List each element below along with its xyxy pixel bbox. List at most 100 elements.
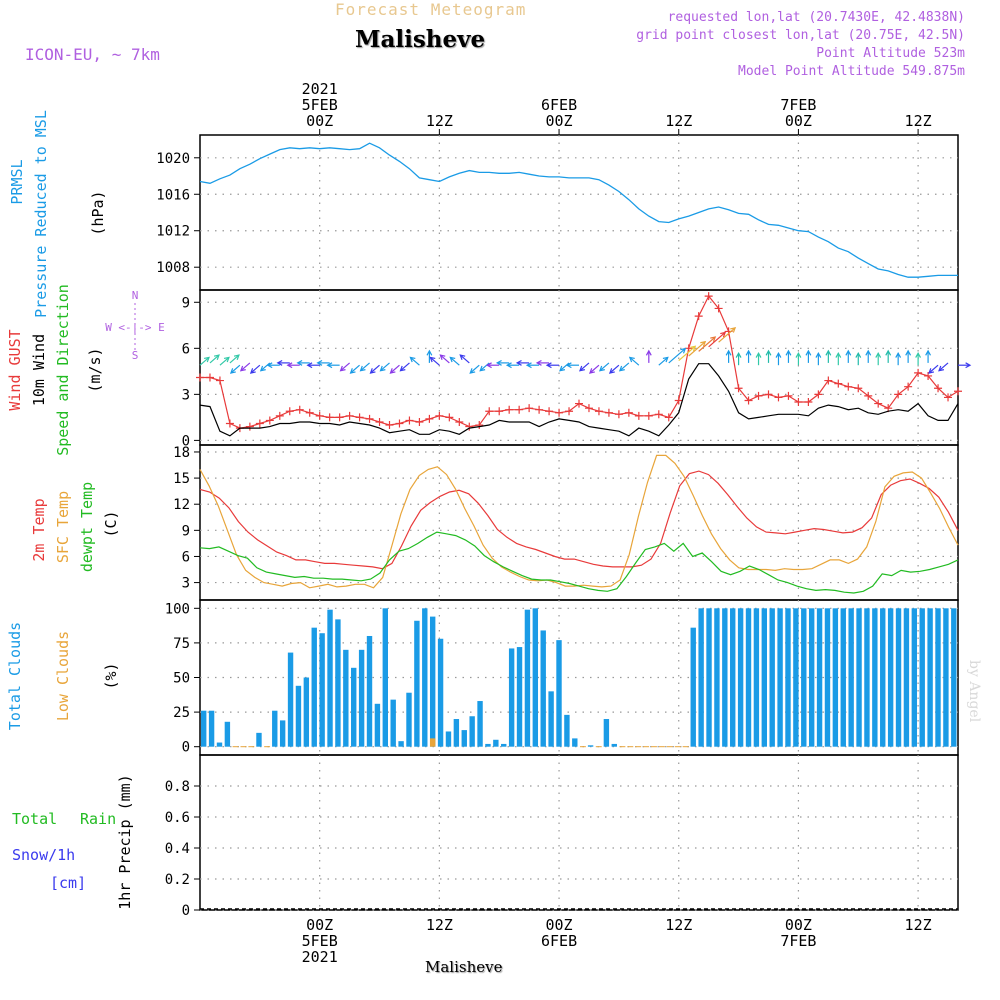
cloud-bar <box>256 732 262 747</box>
wind-vector-head <box>795 351 802 358</box>
cloud-bar <box>508 648 515 747</box>
top-time-label: 00Z <box>546 112 573 130</box>
wind-vector <box>698 336 716 352</box>
wind-vector-head <box>680 347 687 354</box>
precip-ytick-label: 0.6 <box>165 810 190 826</box>
wind-vector-head <box>730 327 737 333</box>
cloud-bar <box>737 608 744 747</box>
gust-marker <box>225 419 234 428</box>
clouds-unit-label: (%) <box>102 662 120 689</box>
wind-vector-head <box>645 349 652 356</box>
gust-marker <box>305 408 314 417</box>
low-cloud-bar <box>429 738 436 747</box>
cloud-bar <box>793 608 799 747</box>
cloud-bar <box>287 652 294 747</box>
cloud-bar <box>343 649 349 747</box>
wind-vector <box>439 354 450 364</box>
cloud-bar <box>872 608 878 747</box>
gust-marker <box>395 419 404 428</box>
wind-ytick-label: 6 <box>182 341 190 357</box>
gust-marker <box>914 368 923 377</box>
bottom-time-label: 2021 <box>302 948 338 966</box>
location-title: Malisheve <box>355 26 486 53</box>
wind-vector-head <box>495 359 502 366</box>
clouds-ytick-label: 0 <box>182 740 190 756</box>
wind-vector-head <box>835 351 842 358</box>
cloud-bar <box>761 608 767 747</box>
wind-vector <box>658 356 669 366</box>
pressure-unit-label: (hPa) <box>89 190 107 235</box>
wind-vector <box>410 356 420 366</box>
wind-unit-label: (m/s) <box>86 347 104 392</box>
gust-marker <box>804 398 813 407</box>
wind-label-gust: Wind GUST <box>6 329 24 410</box>
cloud-bar <box>556 640 562 747</box>
cloud-bar <box>524 609 531 747</box>
model-label: ICON-EU, ~ 7km <box>25 45 160 64</box>
wind-vector-head <box>479 365 486 372</box>
cloud-bar <box>272 710 278 747</box>
bottom-time-label: 5FEB <box>302 932 338 950</box>
wind-vector-head <box>938 365 945 372</box>
wind-vector <box>589 364 600 374</box>
compass-we: W <-|-> E <box>105 321 165 334</box>
wind-vector <box>350 364 360 374</box>
compass-s: S <box>132 349 139 362</box>
wind-vector <box>629 356 640 366</box>
precip-ytick-label: 0.8 <box>165 779 190 795</box>
wind-vector <box>599 362 610 372</box>
gust-marker <box>545 407 554 416</box>
gust-marker <box>624 408 633 417</box>
temperature-ytick-label: 9 <box>182 523 190 539</box>
cloud-bar <box>722 608 728 747</box>
cloud-bar <box>351 667 357 747</box>
gust-marker <box>594 407 603 416</box>
gust-marker <box>794 398 803 407</box>
top-time-label: 12Z <box>426 112 453 130</box>
wind-vector-head <box>662 356 669 363</box>
product-title: Forecast Meteogram <box>335 0 527 19</box>
temperature-ytick-label: 15 <box>173 471 190 487</box>
compass-n: N <box>132 289 139 302</box>
wind-vector <box>469 364 480 374</box>
cloud-bar <box>532 608 539 747</box>
wind-vector-head <box>369 368 376 374</box>
top-time-label: 6FEB <box>541 96 577 114</box>
gust-marker <box>525 404 534 413</box>
wind-vector-head <box>720 331 727 338</box>
bottom-time-label: 12Z <box>905 916 932 934</box>
top-time-label: 00Z <box>785 112 812 130</box>
cloud-bar <box>895 608 902 747</box>
cloud-bar <box>927 608 933 747</box>
wind-ytick-label: 3 <box>182 387 190 403</box>
wind-vector-head <box>815 351 822 358</box>
gust-marker <box>604 408 613 417</box>
wind-vector-head <box>449 356 456 363</box>
cloud-bar <box>445 731 452 747</box>
cloud-bar <box>832 608 839 747</box>
wind-vector-head <box>700 340 707 347</box>
wind-vector-head <box>915 351 922 358</box>
wind-vector <box>360 362 370 372</box>
wind-vector <box>668 348 686 364</box>
gust-marker <box>245 422 254 431</box>
precip-label-rain: Rain <box>80 810 116 828</box>
gust-marker <box>455 417 464 426</box>
cloud-bar <box>327 609 333 747</box>
gust-marker <box>954 387 962 396</box>
cloud-bar <box>406 692 412 747</box>
gust-marker <box>704 292 713 301</box>
wind-vector <box>370 364 380 374</box>
gust-marker <box>375 417 384 426</box>
clouds-label-total: Total Clouds <box>6 622 24 730</box>
gust-marker <box>205 373 214 382</box>
wind-vector-head <box>928 368 935 374</box>
clouds-ytick-label: 75 <box>173 636 190 652</box>
wind-vector <box>230 364 241 374</box>
wind-vector-head <box>459 354 466 360</box>
wind-vector-head <box>223 356 230 363</box>
gust-marker <box>345 411 354 420</box>
wind-vector <box>479 362 490 372</box>
cloud-bar <box>903 608 910 747</box>
